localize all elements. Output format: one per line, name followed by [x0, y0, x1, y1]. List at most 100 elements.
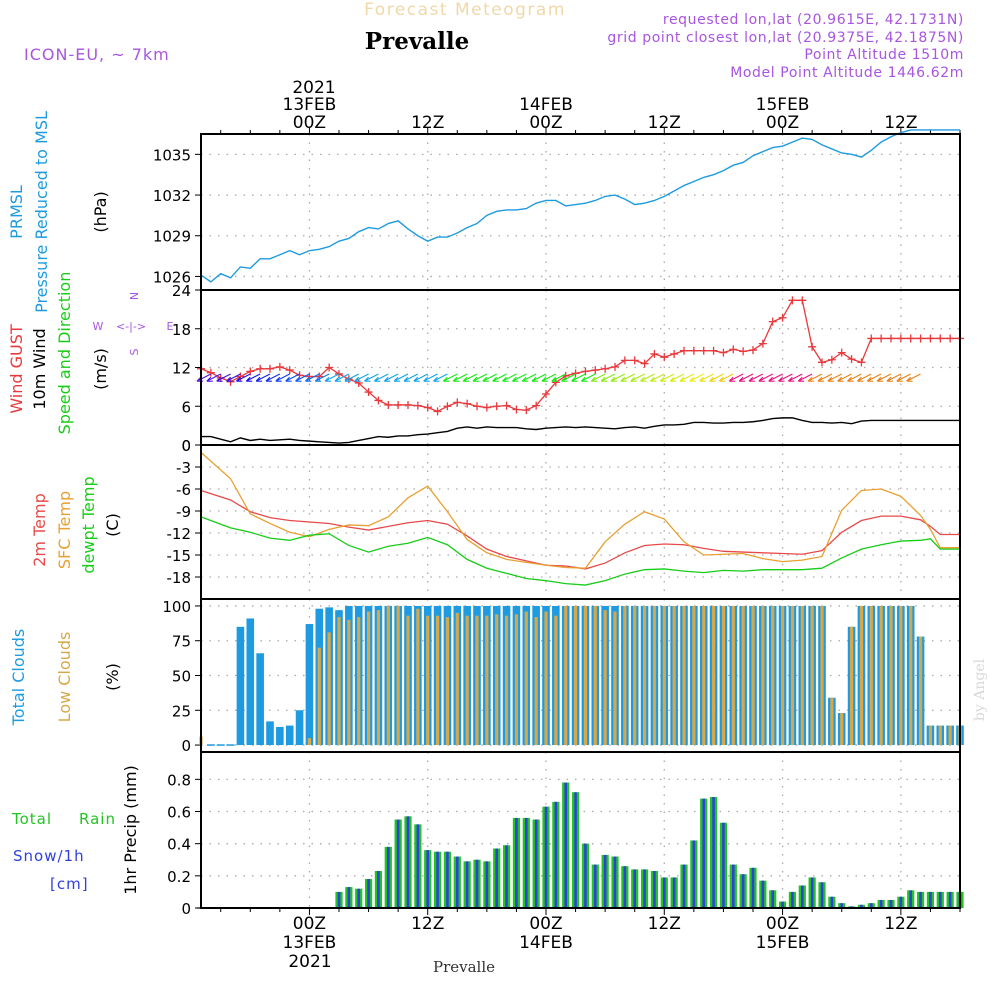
wind-direction-arrow [768, 373, 783, 382]
snow-bar [781, 901, 784, 908]
wind-direction-arrow [541, 373, 557, 382]
top-date-label: 15FEB [756, 95, 810, 115]
snow-bar [791, 891, 794, 908]
wind-direction-arrow [472, 373, 488, 382]
wind-direction-arrow [689, 373, 704, 382]
clouds-ytick-label: 0 [181, 737, 191, 755]
total-label: Total [11, 810, 52, 828]
low-cloud-bar [692, 605, 696, 746]
clouds-frame [200, 598, 961, 753]
precip-ytick-label: 0.6 [167, 804, 191, 822]
snow-bar [662, 877, 666, 908]
gust-marker [601, 364, 610, 373]
wind-direction-arrow [866, 373, 882, 382]
t2m-label: 2m Temp [30, 493, 49, 567]
credit-watermark: by Angel [972, 658, 988, 721]
top-hour-label: 12Z [884, 113, 917, 133]
low-cloud-bar [790, 605, 795, 746]
wind-direction-arrow [748, 373, 764, 382]
gust-marker [896, 334, 905, 343]
low-cloud-bar [544, 611, 548, 746]
gust-marker [887, 334, 895, 343]
snow-bar [692, 840, 696, 908]
gust-marker [660, 353, 669, 362]
pressure-ytick-label: 1032 [153, 187, 191, 205]
gust-marker [798, 296, 807, 305]
wind-direction-arrow [679, 373, 695, 382]
snow-bar [515, 817, 518, 908]
low-clouds-label: Low Clouds [55, 632, 74, 723]
wind-direction-arrow [787, 373, 803, 382]
panel-wind: 0 6 12 18 24 [172, 282, 964, 455]
temp-ytick-label: -9 [176, 503, 191, 521]
panel-pressure: 1026 1029 1032 1035 [153, 129, 961, 291]
wind-frame [200, 289, 961, 446]
pressure-line [200, 129, 960, 283]
gust-marker [335, 369, 343, 378]
gust-marker [916, 334, 925, 343]
pressure-unit-label: (hPa) [91, 191, 110, 232]
snow-bar [564, 782, 568, 908]
gust-marker [906, 334, 915, 343]
snow-bar [603, 854, 607, 908]
gust-marker [758, 339, 767, 348]
low-cloud-bar [741, 605, 745, 746]
wind-direction-arrow [492, 373, 507, 382]
low-cloud-bar [840, 713, 844, 746]
gust-marker [473, 402, 481, 411]
snow-bar [613, 856, 617, 908]
wind-direction-arrow [521, 373, 537, 382]
wind-ytick-label: 6 [181, 398, 191, 416]
gust-marker [946, 334, 955, 343]
low-cloud-bar [633, 605, 637, 746]
wind-direction-arrow [531, 373, 547, 382]
low-cloud-bar [771, 605, 775, 746]
wind-unit-label: (m/s) [91, 348, 110, 390]
wind-direction-arrow [600, 373, 616, 382]
gust-marker [502, 401, 511, 410]
snow-bar [938, 891, 942, 908]
top-hour-label: 12Z [648, 113, 681, 133]
bottom-year-label: 2021 [288, 952, 331, 972]
precip-ytick-label: 0 [181, 900, 191, 918]
low-cloud-bar [652, 605, 657, 746]
gust-marker [463, 399, 472, 408]
gust-marker [729, 345, 738, 354]
snow-unit-label: [cm] [50, 875, 89, 893]
snow-bar [810, 877, 814, 908]
snow-bar [386, 846, 390, 908]
wind-direction-arrow [630, 373, 645, 382]
precip-labels: Total Rain Snow/1h [cm] 1hr Precip (mm) [11, 765, 140, 895]
tsfc-line [200, 451, 960, 569]
gust-marker [275, 362, 284, 371]
wind-direction-arrow [304, 373, 320, 382]
wind-direction-arrow [837, 373, 852, 382]
gust-marker [867, 334, 876, 343]
low-cloud-bar [396, 605, 400, 746]
low-cloud-bar [495, 614, 499, 746]
snow-bar [544, 806, 548, 908]
bottom-date-label: 15FEB [756, 933, 810, 953]
snow-bar [722, 822, 725, 908]
gust-marker [325, 363, 334, 372]
low-cloud-bar [307, 738, 312, 746]
gust-marker [571, 369, 580, 378]
low-cloud-bar [435, 615, 440, 746]
wind-direction-arrow [728, 373, 744, 382]
wind-speed-direction-label: Speed and Direction [55, 272, 74, 435]
wind-direction-arrow [245, 373, 261, 382]
wind-direction-arrow [906, 373, 921, 382]
wind-direction-arrow [413, 373, 428, 382]
gust-marker [837, 348, 846, 357]
low-cloud-bar [475, 615, 479, 746]
low-cloud-bar [504, 615, 509, 746]
low-cloud-bar [780, 605, 785, 746]
gust-marker [433, 407, 442, 416]
gust-marker [670, 349, 679, 358]
wind-direction-arrow [620, 373, 635, 382]
temp-labels: 2m Temp SFC Temp dewpt Temp (C) [30, 476, 122, 573]
wind-direction-arrow [610, 373, 626, 382]
snow-bar [367, 879, 370, 908]
wind-direction-arrow [807, 373, 823, 382]
